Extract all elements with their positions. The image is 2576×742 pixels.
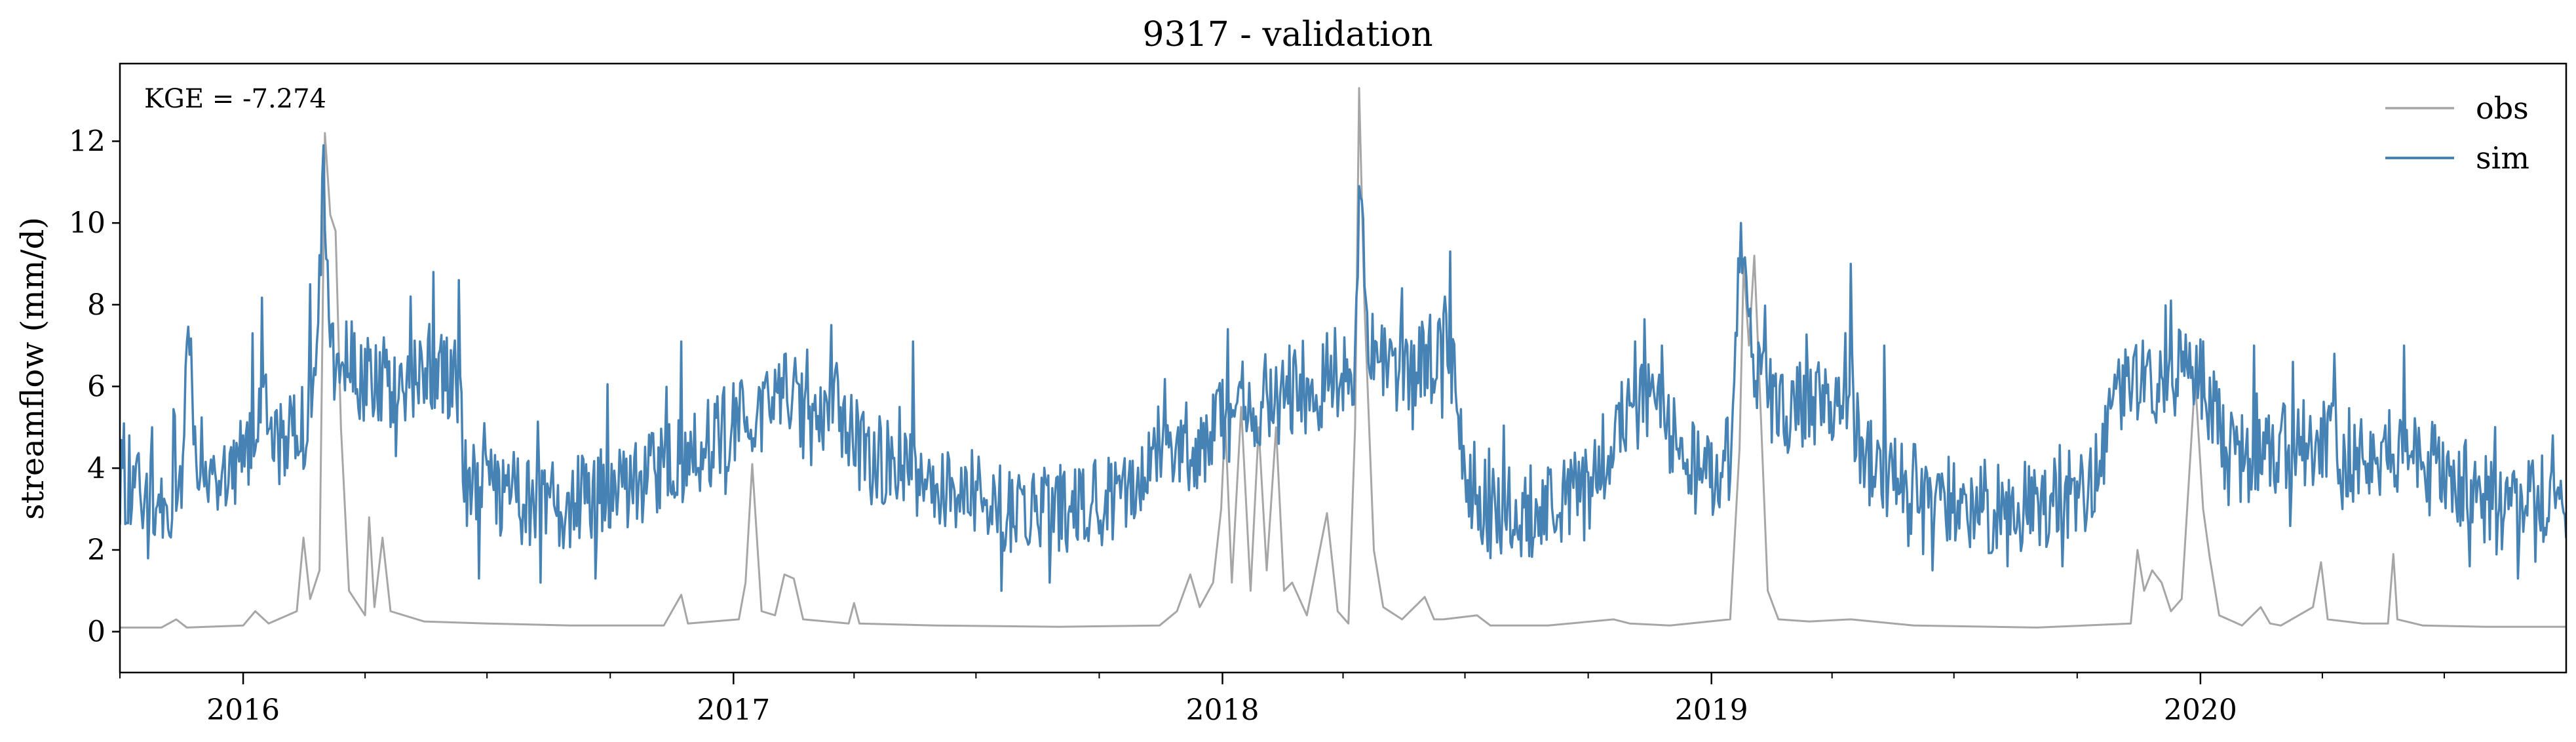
chart-title: 9317 - validation bbox=[1142, 15, 1432, 54]
y-tick-label: 12 bbox=[69, 125, 106, 158]
y-tick-label: 8 bbox=[87, 288, 106, 322]
y-tick-label: 10 bbox=[69, 206, 106, 240]
series-line-sim bbox=[120, 144, 2566, 593]
x-tick-label: 2019 bbox=[1675, 693, 1748, 727]
y-axis-label: streamflow (mm/d) bbox=[14, 217, 51, 520]
x-tick-label: 2017 bbox=[697, 693, 770, 727]
series-line-obs bbox=[120, 87, 2566, 629]
series-layer bbox=[120, 87, 2566, 629]
x-tick-label: 2020 bbox=[2164, 693, 2237, 727]
legend: obs sim bbox=[2385, 90, 2529, 176]
y-tick-label: 4 bbox=[87, 452, 106, 485]
y-tick-label: 0 bbox=[87, 615, 106, 649]
legend-label-sim: sim bbox=[2476, 140, 2529, 176]
axes-layer: 0 2 4 6 8 10 12 2016 2017 2018 2019 2020 bbox=[69, 125, 2445, 727]
x-tick-label: 2018 bbox=[1186, 693, 1259, 727]
y-tick-label: 2 bbox=[87, 534, 106, 567]
kge-annotation: KGE = -7.274 bbox=[144, 84, 326, 114]
y-tick-label: 6 bbox=[87, 370, 106, 404]
legend-label-obs: obs bbox=[2476, 90, 2529, 126]
x-tick-label: 2016 bbox=[206, 693, 280, 727]
